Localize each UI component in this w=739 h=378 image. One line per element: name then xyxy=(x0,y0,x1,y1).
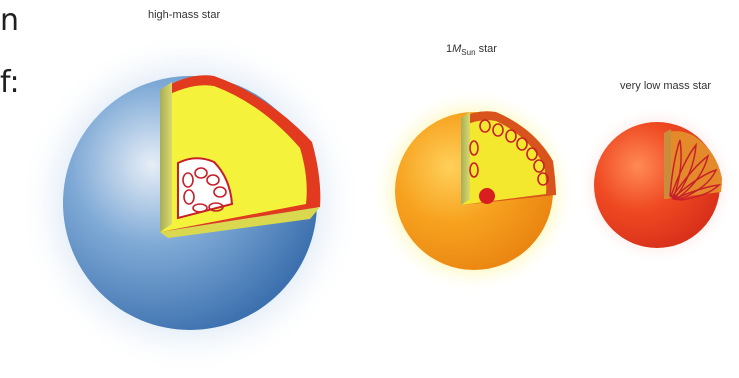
convection-loop xyxy=(208,202,224,212)
convection-loop xyxy=(505,129,517,143)
convection-loop xyxy=(182,172,194,188)
convection-loop xyxy=(533,159,545,173)
low-mass-star-cutaway-wall xyxy=(664,129,671,199)
high-mass-star xyxy=(18,31,362,375)
sun-label-suffix: star xyxy=(475,43,497,55)
convection-loop xyxy=(671,184,722,201)
convection-loop xyxy=(183,189,195,205)
high-mass-star-cutaway-wall xyxy=(160,82,172,232)
high-mass-star-label: high-mass star xyxy=(148,9,221,21)
sun-like-star xyxy=(371,88,577,294)
convection-loop xyxy=(479,119,491,133)
convection-loop xyxy=(194,167,208,179)
low-mass-fully-convective-loops xyxy=(669,139,722,201)
convection-loop xyxy=(213,186,227,198)
sun-radiative-core xyxy=(479,188,495,204)
sun-label-prefix: 1 xyxy=(446,43,453,55)
convection-loop xyxy=(670,154,710,199)
sun-like-star-interior xyxy=(461,120,547,205)
sun-like-star-cutaway-wall xyxy=(461,112,470,205)
convection-loop xyxy=(537,172,549,186)
sun-label-symbol: M xyxy=(452,43,462,55)
convection-loop xyxy=(669,142,697,198)
convection-loop xyxy=(192,203,208,213)
convection-loop xyxy=(469,162,479,178)
sun-mass-star-label: 1MSun star xyxy=(446,43,497,57)
high-mass-star-cutaway-floor xyxy=(160,207,320,238)
convection-loop xyxy=(526,147,538,161)
sun-label-subscript: Sun xyxy=(461,48,476,58)
slide-text-fragment-1: n xyxy=(0,3,20,38)
convection-loop xyxy=(469,140,479,156)
very-low-mass-star xyxy=(577,105,737,265)
convection-loop xyxy=(669,139,682,197)
convection-loop xyxy=(492,123,504,137)
high-mass-core-convection-loops xyxy=(182,167,227,213)
convection-loop xyxy=(516,137,528,151)
convection-loop xyxy=(206,174,220,186)
very-low-mass-star-label: very low mass star xyxy=(620,80,712,92)
slide-text-fragment-2: f: xyxy=(0,65,20,100)
convection-loop xyxy=(671,168,718,200)
sun-convective-envelope-loops xyxy=(469,119,549,186)
